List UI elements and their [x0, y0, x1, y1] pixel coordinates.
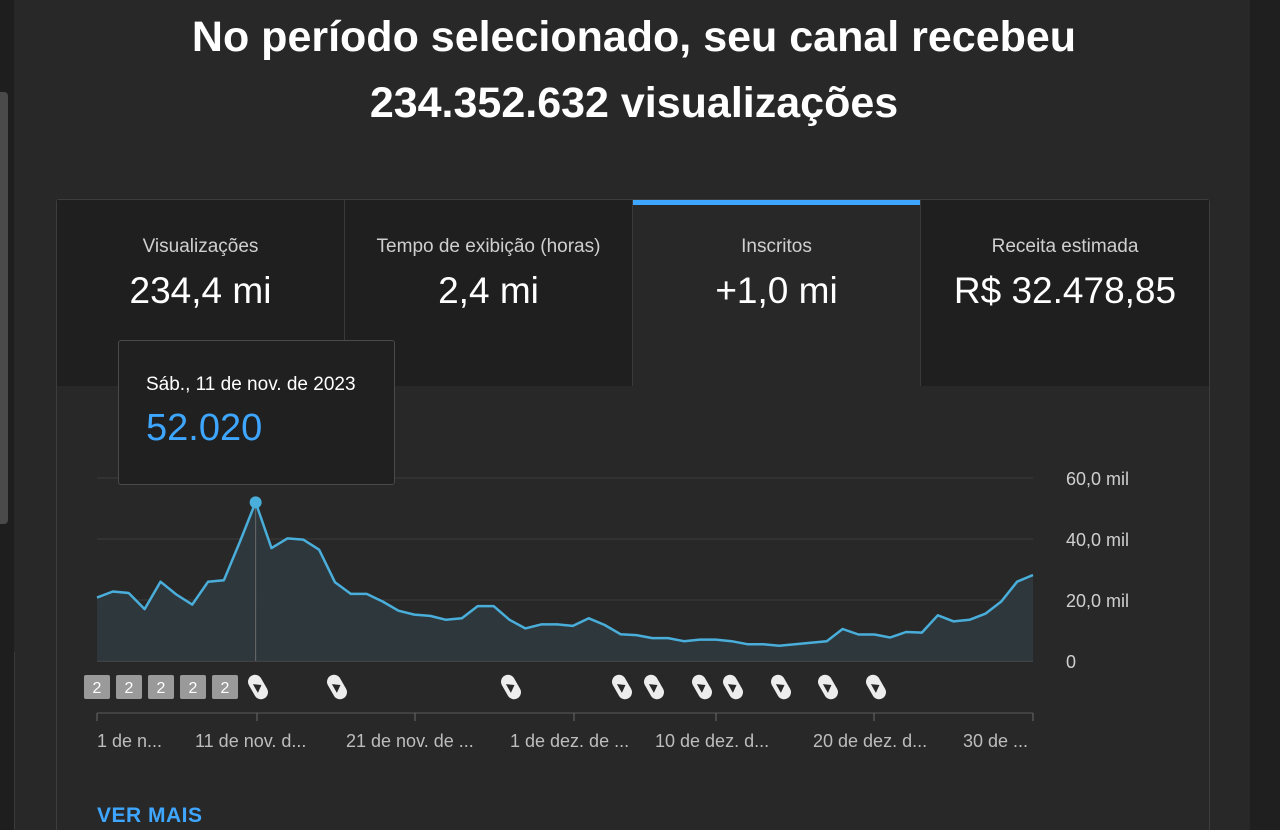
tab-value: 2,4 mi: [438, 270, 539, 311]
x-tick-label: 21 de nov. de ...: [346, 731, 474, 751]
shorts-icon-play: [648, 684, 658, 693]
series-line: [96, 501, 1034, 648]
video-count-badge: [212, 675, 238, 699]
metrics-card: Visualizações 234,4 mi Tempo de exibição…: [56, 199, 1210, 830]
video-count-badge: [84, 675, 110, 699]
tab-subscribers[interactable]: Inscritos +1,0 mi: [633, 200, 921, 386]
metric-tabs: Visualizações 234,4 mi Tempo de exibição…: [57, 200, 1209, 386]
summary-headline-line2: 234.352.632 visualizações: [369, 79, 899, 127]
shorts-icon: [818, 674, 838, 700]
badge-count: 2: [93, 680, 102, 697]
shorts-icon-play: [727, 684, 737, 693]
shorts-icon: [771, 674, 791, 700]
shorts-icon: [866, 674, 886, 700]
y-tick-label: 40,0 mil: [1066, 530, 1129, 550]
badge-count: 2: [157, 680, 166, 697]
tab-label: Tempo de exibição (horas): [376, 236, 601, 257]
shorts-icon-play: [505, 684, 515, 693]
right-panel-edge: [1250, 0, 1280, 830]
see-more-link[interactable]: VER MAIS: [97, 804, 203, 827]
shorts-icon-play: [775, 684, 785, 693]
y-tick-label: 20,0 mil: [1066, 591, 1129, 611]
shorts-icon: [501, 674, 521, 700]
shorts-icon-play: [331, 684, 341, 693]
shorts-icon: [327, 674, 347, 700]
shorts-icon: [644, 674, 664, 700]
tab-value: 234,4 mi: [129, 270, 272, 311]
video-count-badge: [116, 675, 142, 699]
badge-count: 2: [189, 680, 198, 697]
area-fill: [97, 502, 1033, 661]
tab-label: Receita estimada: [991, 236, 1139, 257]
shorts-icon-play: [822, 684, 832, 693]
y-tick-label: 0: [1066, 652, 1076, 672]
summary-headline: No período selecionado, seu canal recebe…: [0, 4, 1268, 136]
x-tick-label: 1 de dez. de ...: [510, 731, 629, 751]
tooltip-date: Sáb., 11 de nov. de 2023: [146, 374, 356, 395]
shorts-icon: [692, 674, 712, 700]
highlight-point: [249, 496, 262, 509]
shorts-icon: [723, 674, 743, 700]
left-scrollbar[interactable]: [0, 92, 8, 524]
x-tick-label: 10 de dez. d...: [655, 731, 769, 751]
tab-revenue[interactable]: Receita estimada R$ 32.478,85: [921, 200, 1209, 386]
x-tick-label: 11 de nov. d...: [195, 731, 306, 751]
shorts-icon: [248, 674, 268, 700]
tab-label: Inscritos: [741, 236, 812, 257]
badge-count: 2: [125, 680, 134, 697]
video-count-badge: [180, 675, 206, 699]
chart-tooltip: Sáb., 11 de nov. de 2023 52.020: [118, 340, 395, 485]
video-count-badge: [148, 675, 174, 699]
x-tick-label: 1 de n...: [97, 731, 162, 751]
y-tick-label: 60,0 mil: [1066, 469, 1129, 489]
badge-count: 2: [221, 680, 230, 697]
x-tick-label: 20 de dez. d...: [813, 731, 927, 751]
tab-value: +1,0 mi: [715, 270, 838, 311]
tab-label: Visualizações: [142, 236, 259, 257]
x-tick-label: 30 de ...: [963, 731, 1028, 751]
summary-headline-line1: No período selecionado, seu canal recebe…: [191, 13, 1077, 61]
tab-value: R$ 32.478,85: [953, 270, 1177, 311]
divider: [14, 652, 15, 830]
tooltip-value: 52.020: [146, 407, 263, 449]
shorts-icon: [612, 674, 632, 700]
shorts-icon-play: [696, 684, 706, 693]
shorts-icon-play: [616, 684, 626, 693]
shorts-icon-play: [870, 684, 880, 693]
shorts-icon-play: [252, 684, 262, 693]
